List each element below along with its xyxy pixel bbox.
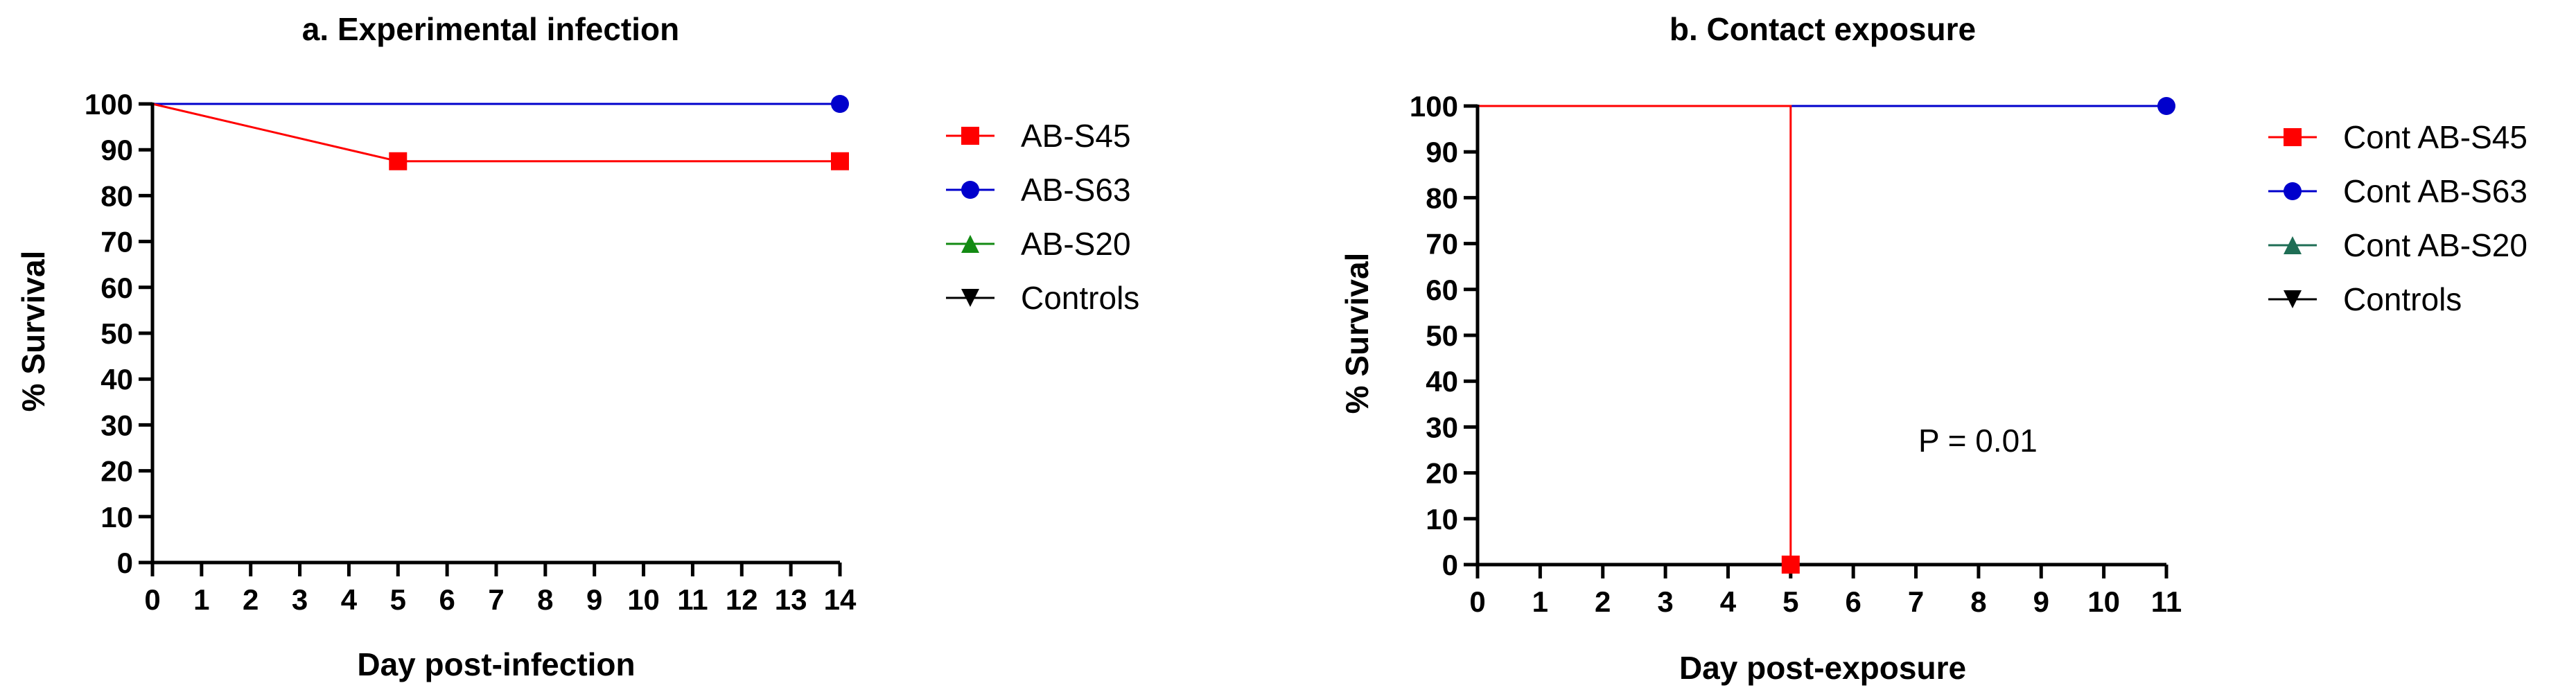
x-tick-label: 10 xyxy=(627,583,660,616)
y-tick-label: 80 xyxy=(100,179,133,212)
x-tick-label: 8 xyxy=(537,583,553,616)
x-tick-label: 0 xyxy=(1469,585,1485,618)
x-tick-label: 6 xyxy=(439,583,455,616)
data-point-ab-s63 xyxy=(831,95,849,113)
panel-b-y-axis-title: % Survival xyxy=(1339,253,1375,414)
legend-label-ab-s20: AB-S20 xyxy=(1021,226,1131,262)
panel-b-p-value-annotation: P = 0.01 xyxy=(1918,423,2038,459)
x-tick-label: 10 xyxy=(2087,585,2120,618)
panel-a-y-axis-title: % Survival xyxy=(15,251,51,412)
y-tick-label: 40 xyxy=(100,363,133,396)
legend-marker-ab-s45 xyxy=(961,127,979,145)
y-tick-label: 0 xyxy=(1442,549,1458,581)
x-tick-label: 6 xyxy=(1846,585,1861,618)
y-tick-label: 50 xyxy=(100,317,133,350)
y-tick-label: 10 xyxy=(100,501,133,533)
data-point-ab-s45 xyxy=(831,152,849,170)
legend-marker-ab-s20 xyxy=(961,235,979,253)
panel-b-legend: Cont AB-S45 Cont AB-S63 Cont AB-S20 Control… xyxy=(2268,119,2527,317)
data-point-ab-s45 xyxy=(389,152,408,170)
x-tick-label: 7 xyxy=(488,583,504,616)
y-tick-label: 60 xyxy=(1426,274,1458,306)
y-tick-label: 50 xyxy=(1426,319,1458,352)
x-tick-label: 14 xyxy=(824,583,857,616)
y-tick-label: 70 xyxy=(1426,228,1458,260)
y-tick-label: 100 xyxy=(1410,90,1458,123)
x-tick-label: 11 xyxy=(677,583,708,616)
y-tick-label: 40 xyxy=(1426,365,1458,398)
x-tick-label: 1 xyxy=(1532,585,1548,618)
panel-a-x-axis-title: Day post-infection xyxy=(357,646,635,682)
y-tick-label: 70 xyxy=(100,226,133,258)
x-tick-label: 12 xyxy=(726,583,758,616)
legend-label-cont-ab-s45: Cont AB-S45 xyxy=(2343,119,2527,155)
panel-b: b. Contact exposure % Survival Day post-… xyxy=(1339,11,2527,686)
y-tick-label: 60 xyxy=(100,272,133,304)
legend-marker-cont-ab-s20 xyxy=(2284,236,2302,254)
x-tick-label: 5 xyxy=(390,583,406,616)
x-tick-label: 3 xyxy=(1657,585,1673,618)
y-tick-label: 10 xyxy=(1426,503,1458,536)
x-tick-label: 1 xyxy=(193,583,209,616)
legend-label-ab-s63: AB-S63 xyxy=(1021,172,1131,208)
panel-a-legend: AB-S45 AB-S63 AB-S20 Controls xyxy=(946,118,1139,316)
legend-marker-cont-ab-s45 xyxy=(2284,128,2302,146)
y-tick-label: 20 xyxy=(1426,457,1458,490)
legend-marker-ab-s63 xyxy=(961,181,979,199)
x-tick-label: 5 xyxy=(1782,585,1798,618)
y-tick-label: 90 xyxy=(1426,136,1458,168)
legend-label-cont-ab-s63: Cont AB-S63 xyxy=(2343,173,2527,209)
series-line-cont-ab-s45 xyxy=(1478,105,2166,566)
series-line-ab-s45 xyxy=(152,103,840,163)
y-tick-label: 90 xyxy=(100,134,133,166)
x-tick-label: 7 xyxy=(1908,585,1924,618)
x-tick-label: 8 xyxy=(1970,585,1986,618)
x-tick-label: 4 xyxy=(1720,585,1737,618)
data-point-cont-ab-s63 xyxy=(2157,97,2175,115)
x-tick-label: 9 xyxy=(2033,585,2049,618)
y-tick-label: 20 xyxy=(100,455,133,488)
y-tick-label: 0 xyxy=(117,547,133,579)
y-tick-label: 100 xyxy=(85,88,133,121)
legend-label-controls: Controls xyxy=(2343,281,2462,317)
legend-marker-controls xyxy=(2284,290,2302,308)
panel-b-x-axis-title: Day post-exposure xyxy=(1679,650,1966,686)
panel-a: a. Experimental infection % Survival Day… xyxy=(15,11,1139,682)
x-tick-label: 2 xyxy=(243,583,259,616)
y-tick-label: 30 xyxy=(100,409,133,441)
panel-a-title: a. Experimental infection xyxy=(302,11,679,47)
legend-label-cont-ab-s20: Cont AB-S20 xyxy=(2343,227,2527,263)
legend-label-controls: Controls xyxy=(1021,280,1139,316)
legend-label-ab-s45: AB-S45 xyxy=(1021,118,1131,154)
x-tick-label: 4 xyxy=(341,583,358,616)
y-tick-label: 80 xyxy=(1426,182,1458,214)
panel-b-title: b. Contact exposure xyxy=(1670,11,1976,47)
panel-b-plot: 0 10 20 30 40 50 60 70 80 90 100 0 1 2 3 4 5 6 7 8 9 10 11 xyxy=(1410,90,2182,618)
legend-marker-cont-ab-s63 xyxy=(2284,182,2302,200)
x-tick-label: 3 xyxy=(292,583,308,616)
y-tick-label: 30 xyxy=(1426,411,1458,443)
x-tick-label: 11 xyxy=(2151,585,2182,618)
legend-marker-controls xyxy=(961,289,979,307)
x-tick-label: 0 xyxy=(144,583,160,616)
data-point-cont-ab-s45 xyxy=(1781,556,1800,574)
x-tick-label: 2 xyxy=(1595,585,1611,618)
x-tick-label: 13 xyxy=(775,583,807,616)
x-tick-label: 9 xyxy=(586,583,602,616)
